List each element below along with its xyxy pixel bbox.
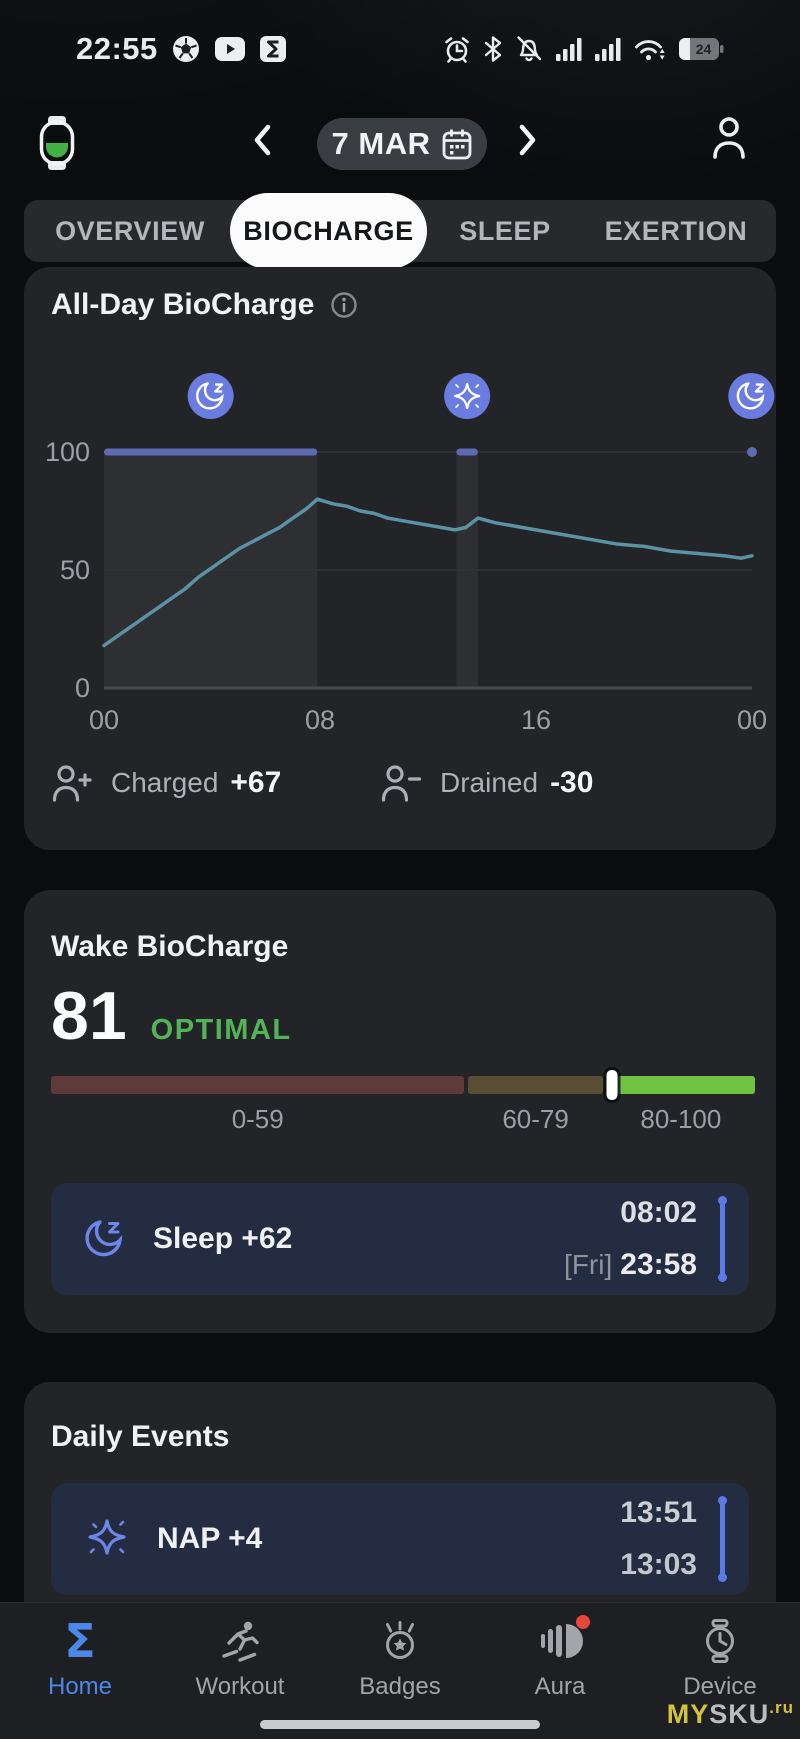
status-clock: 22:55 (76, 31, 158, 66)
sleep-event-row[interactable]: Sleep +62 08:02 [Fri] 23:58 (51, 1183, 749, 1295)
charged-value: +67 (230, 766, 282, 799)
nav-item-device[interactable]: Device (645, 1603, 795, 1701)
sigma-icon: Σ (64, 1614, 96, 1668)
nap-start-time: 13:03 (620, 1548, 697, 1581)
charge-summary-row: Charged +67 Drained -30 (51, 757, 749, 809)
nav-item-workout[interactable]: Workout (165, 1603, 315, 1701)
drained-summary: Drained -30 (380, 762, 593, 804)
person-minus-icon (380, 762, 424, 804)
all-day-biocharge-card: All-Day BioCharge 100 50 0 00 08 16 00 Charged… (24, 267, 776, 850)
signal-icon (594, 34, 622, 64)
charged-label: Charged (111, 767, 219, 798)
svg-text:08: 08 (305, 705, 335, 735)
nap-event-row[interactable]: NAP +4 13:51 13:03 (51, 1483, 749, 1595)
svg-text:00: 00 (89, 705, 119, 735)
header: 7 MAR (0, 110, 800, 180)
gauge-segment-80-100 (606, 1076, 755, 1094)
gauge-range-labels: 0-59 60-79 80-100 (51, 1104, 755, 1135)
nav-item-aura[interactable]: Aura (485, 1603, 635, 1701)
daily-events-title: Daily Events (51, 1420, 230, 1453)
sleep-start-time: 23:58 (620, 1248, 697, 1281)
runner-icon (217, 1617, 263, 1665)
gauge-marker (606, 1070, 618, 1100)
medal-icon (377, 1617, 423, 1665)
sparkle-icon (81, 1513, 133, 1565)
tab-bar: OVERVIEW BIOCHARGE SLEEP EXERTION (24, 193, 776, 269)
sleep-start-day: [Fri] (564, 1249, 613, 1280)
gauge-segment-60-79 (468, 1076, 603, 1094)
wake-status-badge: OPTIMAL (150, 1014, 292, 1046)
nav-item-home[interactable]: Σ Home (5, 1603, 155, 1701)
gauge-label-0-59: 0-59 (231, 1104, 284, 1134)
moon-icon (81, 1215, 129, 1263)
biocharge-range-gauge (51, 1070, 755, 1100)
date-label: 7 MAR (331, 126, 431, 161)
notification-dot (576, 1615, 590, 1629)
tab-biocharge[interactable]: BIOCHARGE (230, 193, 427, 269)
gauge-segment-0-59 (51, 1076, 465, 1094)
nav-item-badges[interactable]: Badges (325, 1603, 475, 1701)
sleep-duration-bar (718, 1196, 727, 1282)
sleep-event-times: 08:02 [Fri] 23:58 (564, 1183, 697, 1295)
nav-label-aura: Aura (534, 1673, 586, 1700)
date-picker-button[interactable]: 7 MAR (317, 118, 487, 170)
wake-score: 81 (51, 978, 127, 1054)
nap-duration-bar (718, 1496, 727, 1582)
watermark: MYSKU.ru (666, 1698, 794, 1729)
profile-icon[interactable] (706, 112, 752, 164)
battery-icon: 24 (678, 36, 724, 62)
bluetooth-icon (483, 34, 503, 64)
info-icon[interactable] (330, 291, 358, 319)
sleep-end-time: 08:02 (620, 1196, 697, 1229)
tab-exertion[interactable]: EXERTION (604, 215, 748, 246)
watch-device-status-icon[interactable] (34, 114, 80, 172)
nav-label-badges: Badges (359, 1673, 441, 1700)
sleep-event-label: Sleep +62 (153, 1222, 293, 1255)
person-plus-icon (51, 762, 95, 804)
nav-label-home: Home (47, 1673, 113, 1700)
moon-badge-icon (728, 373, 775, 419)
battery-percent: 24 (696, 41, 712, 57)
nav-label-workout: Workout (195, 1673, 285, 1700)
zepp-app-icon (259, 35, 287, 63)
nap-event-label: NAP +4 (157, 1522, 263, 1555)
sparkle-badge-icon (444, 373, 491, 419)
soccer-icon (171, 34, 201, 64)
bottom-navigation: Σ Home Workout Badges Aura Device (0, 1602, 800, 1739)
nav-label-device: Device (683, 1673, 757, 1700)
drained-value: -30 (550, 766, 594, 799)
charged-summary: Charged +67 (51, 762, 281, 804)
aura-icon (536, 1615, 590, 1665)
gauge-label-80-100: 80-100 (640, 1104, 722, 1134)
svg-text:16: 16 (521, 705, 551, 735)
signal-icon (555, 34, 583, 64)
youtube-icon (214, 36, 246, 62)
svg-text:50: 50 (60, 555, 90, 585)
calendar-icon (442, 128, 472, 160)
alarm-icon (442, 34, 472, 64)
notifications-off-icon (514, 34, 544, 64)
wake-card-title: Wake BioCharge (51, 930, 289, 963)
all-day-card-title: All-Day BioCharge (51, 288, 315, 321)
chevron-left-icon[interactable] (250, 122, 276, 158)
svg-text:00: 00 (737, 705, 767, 735)
status-bar: 22:55 24 (0, 24, 800, 74)
home-indicator[interactable] (260, 1720, 540, 1729)
drained-label: Drained (440, 767, 539, 798)
gauge-label-60-79: 60-79 (502, 1104, 569, 1134)
svg-text:100: 100 (45, 437, 90, 467)
svg-text:0: 0 (75, 673, 90, 703)
watch-icon (697, 1617, 743, 1665)
tab-overview[interactable]: OVERVIEW (55, 215, 205, 246)
wifi-icon (633, 34, 667, 64)
moon-badge-icon (187, 373, 234, 419)
nap-event-times: 13:51 13:03 (612, 1483, 697, 1595)
tab-sleep[interactable]: SLEEP (459, 215, 551, 246)
wake-biocharge-card: Wake BioCharge 81 OPTIMAL 0-59 60-79 80-10… (24, 890, 776, 1333)
chevron-right-icon[interactable] (514, 122, 540, 158)
nap-end-time: 13:51 (620, 1496, 697, 1529)
